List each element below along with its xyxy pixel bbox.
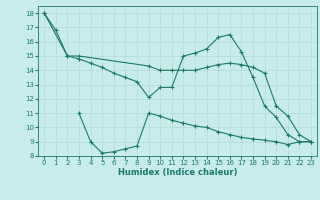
X-axis label: Humidex (Indice chaleur): Humidex (Indice chaleur) — [118, 168, 237, 177]
